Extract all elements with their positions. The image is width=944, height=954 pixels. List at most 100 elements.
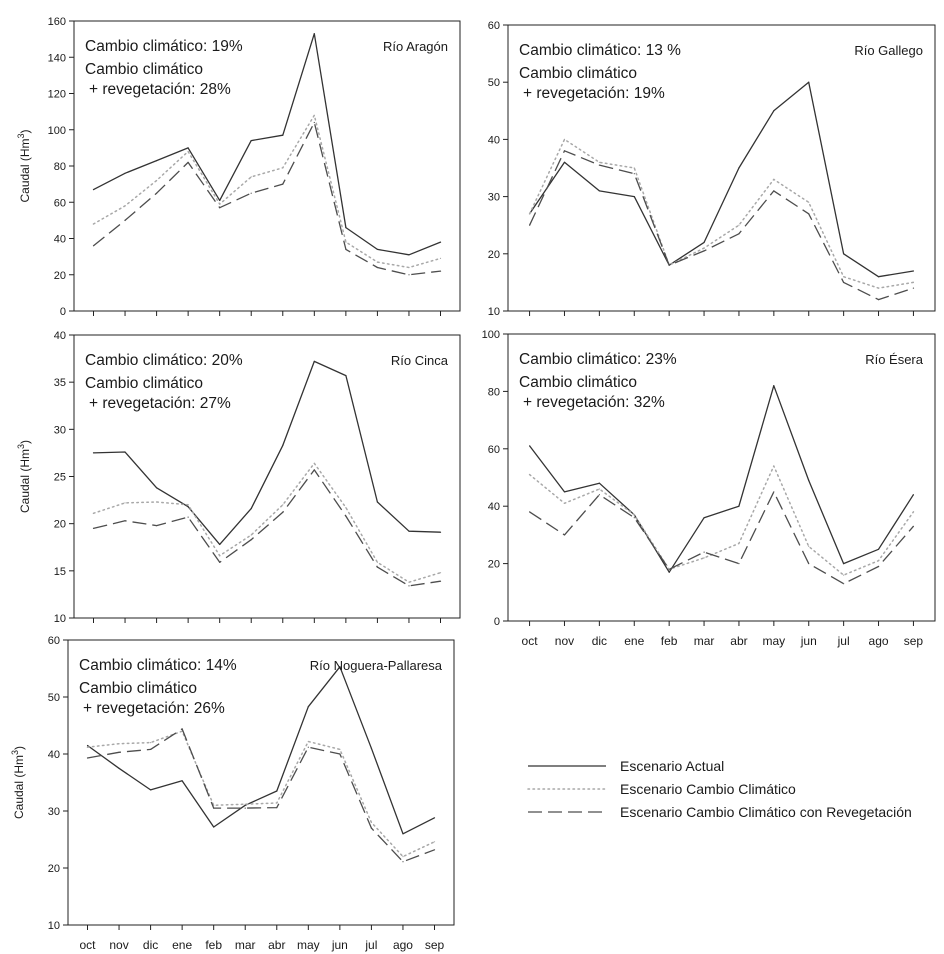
y-tick-label: 140 [48, 52, 66, 64]
data-point [598, 161, 601, 163]
data-point [282, 504, 284, 506]
data-point [118, 751, 120, 753]
data-point [92, 452, 95, 454]
data-point [250, 539, 252, 541]
y-tick-label: 35 [54, 377, 66, 389]
data-point [313, 114, 315, 116]
series-line-escenario-cambio-climatico-con-revegetacion [529, 491, 914, 585]
y-tick-label: 20 [54, 519, 66, 531]
data-point [402, 833, 404, 835]
series-line-escenario-actual [93, 33, 441, 256]
data-point [219, 203, 221, 205]
data-point [345, 515, 347, 517]
x-tick-label: jun [331, 938, 348, 952]
x-tick-label: ene [172, 938, 192, 952]
panel-title: Río Ésera [865, 352, 924, 367]
y-tick-label: 100 [482, 329, 500, 341]
data-point [282, 183, 284, 185]
annotation-line-2: Cambio climático [79, 680, 197, 697]
data-point [339, 753, 341, 755]
x-tick-label: may [297, 938, 320, 952]
data-point [633, 167, 635, 169]
data-point [912, 525, 915, 527]
data-point [86, 757, 89, 759]
data-point [282, 444, 284, 446]
data-point [703, 250, 705, 252]
panel-title: Río Gallego [854, 43, 923, 58]
legend-label-escenario-actual: Escenario Actual [620, 758, 724, 774]
data-point [219, 199, 221, 201]
annotation-line-2: Cambio climático [85, 375, 203, 392]
y-tick-label: 40 [488, 501, 500, 513]
data-point [345, 241, 347, 243]
legend-label-escenario-revegetacion: Escenario Cambio Climático con Revegetac… [620, 804, 912, 820]
y-axis-label: Caudal (Hm3) [16, 440, 32, 513]
data-point [345, 227, 347, 229]
data-point [345, 507, 347, 509]
annotation-line-3: + revegetación: 32% [523, 394, 665, 411]
data-point [633, 173, 635, 175]
data-point [219, 207, 221, 209]
panel-rio-gallego: 10 20 30 40 50 60 Cambio climático: 13 % Cambio… [488, 20, 936, 318]
data-point [376, 561, 378, 563]
data-point [738, 505, 740, 507]
x-tick-label: may [763, 634, 786, 648]
data-point [843, 281, 845, 283]
y-tick-label: 30 [48, 806, 60, 818]
y-tick-label: 50 [488, 77, 500, 89]
y-tick-label: 40 [54, 234, 66, 246]
series-line-escenario-cambio-climatico-con-revegetacion [93, 469, 441, 587]
series-line-escenario-cambio-climatico [528, 465, 915, 576]
data-point [808, 81, 810, 83]
legend: Escenario Actual Escenario Cambio Climát… [527, 758, 912, 820]
x-tick-label: feb [205, 938, 222, 952]
annotation-line-2: Cambio climático [519, 65, 637, 82]
data-point [282, 167, 284, 169]
data-point [877, 548, 880, 550]
data-point [250, 508, 252, 510]
data-point [150, 789, 152, 791]
data-point [187, 161, 189, 163]
data-point [773, 465, 775, 467]
series-line-escenario-cambio-climatico-con-revegetacion [529, 150, 914, 301]
data-point [156, 160, 158, 162]
data-point [598, 494, 601, 496]
data-point [433, 849, 436, 851]
data-point [150, 742, 152, 744]
annotation-line-3: + revegetación: 19% [523, 85, 665, 102]
data-point [118, 743, 120, 745]
data-point [408, 266, 410, 269]
data-point [738, 542, 740, 545]
data-point [808, 213, 810, 215]
data-point [376, 261, 378, 263]
data-point [213, 826, 215, 828]
y-axis-label: Caudal (Hm3) [16, 129, 32, 202]
data-point [598, 164, 601, 166]
plot-frame [507, 24, 936, 312]
data-point [313, 360, 315, 362]
data-point [282, 511, 284, 513]
data-point [408, 274, 410, 276]
data-point [738, 224, 740, 226]
series-line-escenario-cambio-climatico [92, 114, 442, 269]
data-point [563, 491, 566, 493]
panel-rio-aragon: 0 20 40 60 80 100 120 140 160 Caudal (Hm3) Cambio … [16, 16, 461, 318]
y-tick-label: 50 [48, 692, 60, 704]
data-point [773, 110, 775, 112]
data-point [376, 248, 378, 250]
data-point [124, 502, 126, 504]
data-point [563, 502, 566, 504]
data-point [408, 530, 410, 532]
data-point [439, 572, 442, 574]
data-point [703, 247, 705, 249]
data-point [187, 506, 189, 508]
data-point [439, 531, 442, 533]
data-point [376, 566, 378, 568]
data-point [370, 827, 372, 829]
data-point [912, 511, 915, 513]
series-line-escenario-actual [87, 666, 435, 835]
y-tick-label: 60 [48, 635, 60, 647]
data-point [808, 479, 810, 481]
data-point [307, 706, 309, 708]
data-point [376, 501, 378, 503]
